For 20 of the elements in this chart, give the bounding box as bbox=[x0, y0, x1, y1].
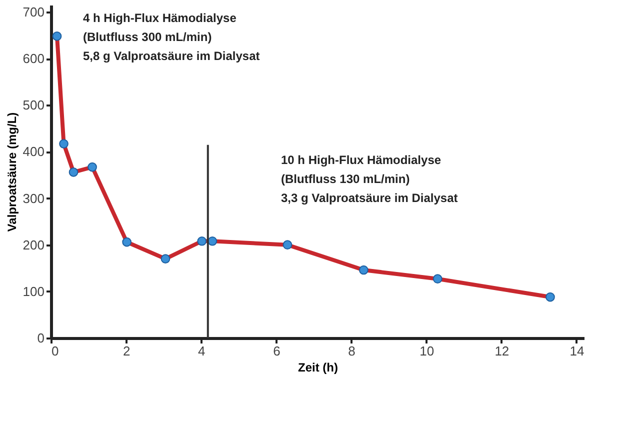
y-tick-label: 0 bbox=[37, 330, 44, 346]
annotation: 4 h High-Flux Hämodialyse (Blutfluss 300 mL/min) 5,8 g Valproatsäure im Dialysat bbox=[83, 11, 260, 63]
y-tick-label: 700 bbox=[22, 4, 44, 20]
y-tick-label: 600 bbox=[22, 51, 44, 66]
x-tick-label: 14 bbox=[570, 344, 584, 358]
x-tick-label: 0 bbox=[52, 344, 59, 358]
y-tick-label: 400 bbox=[22, 144, 44, 160]
annotation: 10 h High-Flux Hämodialyse (Blutfluss 130 mL/min) 3,3 g Valproatsäure im Dialysat bbox=[281, 153, 458, 205]
x-tick-label: 4 bbox=[198, 344, 206, 358]
x-tick-label: 10 bbox=[420, 344, 434, 358]
y-tick-label: 500 bbox=[22, 98, 44, 113]
y-axis-title: Valproatsäure (mg/L) bbox=[4, 112, 19, 232]
x-tick-label: 8 bbox=[348, 344, 356, 358]
x-tick-label: 12 bbox=[494, 344, 510, 358]
y-tick-label: 300 bbox=[22, 190, 44, 206]
x-tick-label: 6 bbox=[273, 344, 280, 358]
x-axis-title: Zeit (h) bbox=[298, 360, 338, 374]
x-tick-label: 2 bbox=[122, 344, 130, 358]
y-tick-label: 200 bbox=[22, 237, 44, 252]
y-tick-label: 100 bbox=[22, 284, 44, 299]
